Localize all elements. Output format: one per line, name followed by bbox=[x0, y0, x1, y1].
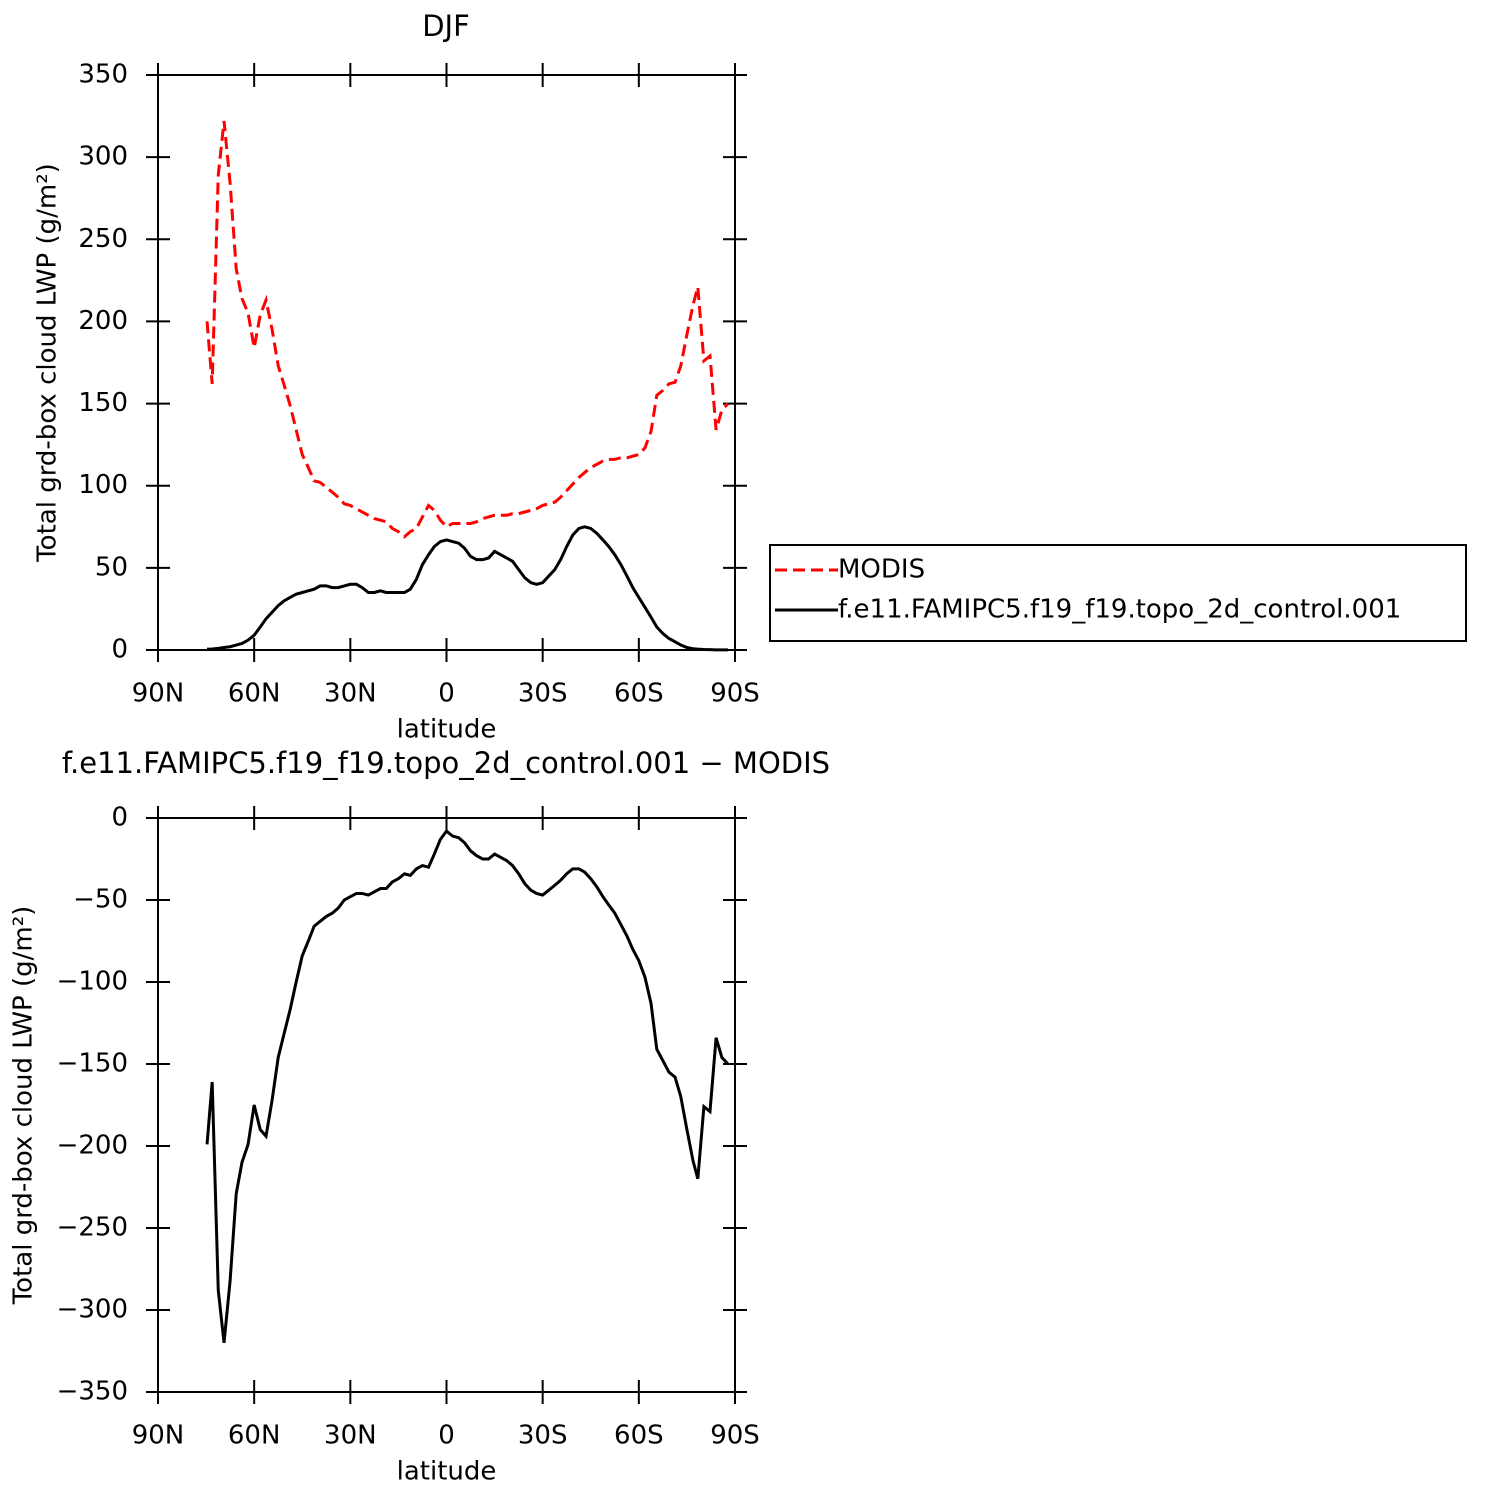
x-tick-label: 90N bbox=[132, 679, 185, 709]
y-axis-label: Total grd-box cloud LWP (g/m²) bbox=[9, 906, 39, 1306]
x-axis-label: latitude bbox=[397, 715, 497, 745]
x-tick-label: 30S bbox=[518, 679, 568, 709]
legend: MODIS f.e11.FAMIPC5.f19_f19.topo_2d_contr… bbox=[769, 544, 1467, 642]
legend-label: f.e11.FAMIPC5.f19_f19.topo_2d_control.00… bbox=[838, 595, 1401, 625]
legend-label: MODIS bbox=[838, 555, 925, 585]
chart-title: DJF bbox=[422, 9, 470, 43]
legend-box bbox=[769, 544, 1467, 642]
x-tick-label: 60S bbox=[614, 679, 664, 709]
x-tick-label: 60N bbox=[228, 679, 281, 709]
y-tick-label: 100 bbox=[78, 470, 128, 500]
x-tick-label: 0 bbox=[438, 679, 455, 709]
y-tick-label: −250 bbox=[57, 1213, 128, 1243]
y-tick-label: 300 bbox=[78, 142, 128, 172]
data-line bbox=[205, 828, 730, 1343]
y-tick-label: −350 bbox=[57, 1377, 128, 1407]
x-axis-label: latitude bbox=[397, 1457, 497, 1487]
y-tick-label: −300 bbox=[57, 1295, 128, 1325]
x-tick-label: 90N bbox=[132, 1421, 185, 1451]
x-tick-label: 30N bbox=[324, 1421, 377, 1451]
x-tick-label: 30N bbox=[324, 679, 377, 709]
x-tick-label: 0 bbox=[438, 1421, 455, 1451]
y-tick-label: 150 bbox=[78, 388, 128, 418]
x-tick-label: 60N bbox=[228, 1421, 281, 1451]
data-line bbox=[206, 525, 728, 652]
x-tick-label: 90S bbox=[710, 1421, 760, 1451]
chart-title: f.e11.FAMIPC5.f19_f19.topo_2d_control.00… bbox=[62, 746, 830, 780]
y-tick-label: 200 bbox=[78, 306, 128, 336]
y-tick-label: 50 bbox=[95, 552, 128, 582]
x-tick-label: 90S bbox=[710, 679, 760, 709]
y-tick-label: 350 bbox=[78, 60, 128, 90]
y-tick-label: 250 bbox=[78, 224, 128, 254]
plot-frame bbox=[157, 74, 736, 651]
plot-frame bbox=[157, 817, 736, 1393]
y-tick-label: −100 bbox=[57, 967, 128, 997]
x-tick-label: 60S bbox=[614, 1421, 664, 1451]
data-line bbox=[205, 120, 730, 539]
y-tick-label: 0 bbox=[111, 803, 128, 833]
y-tick-label: −150 bbox=[57, 1049, 128, 1079]
y-axis-label: Total grd-box cloud LWP (g/m²) bbox=[33, 163, 63, 563]
y-tick-label: −200 bbox=[57, 1131, 128, 1161]
y-tick-label: −50 bbox=[73, 885, 128, 915]
y-tick-label: 0 bbox=[111, 635, 128, 665]
x-tick-label: 30S bbox=[518, 1421, 568, 1451]
